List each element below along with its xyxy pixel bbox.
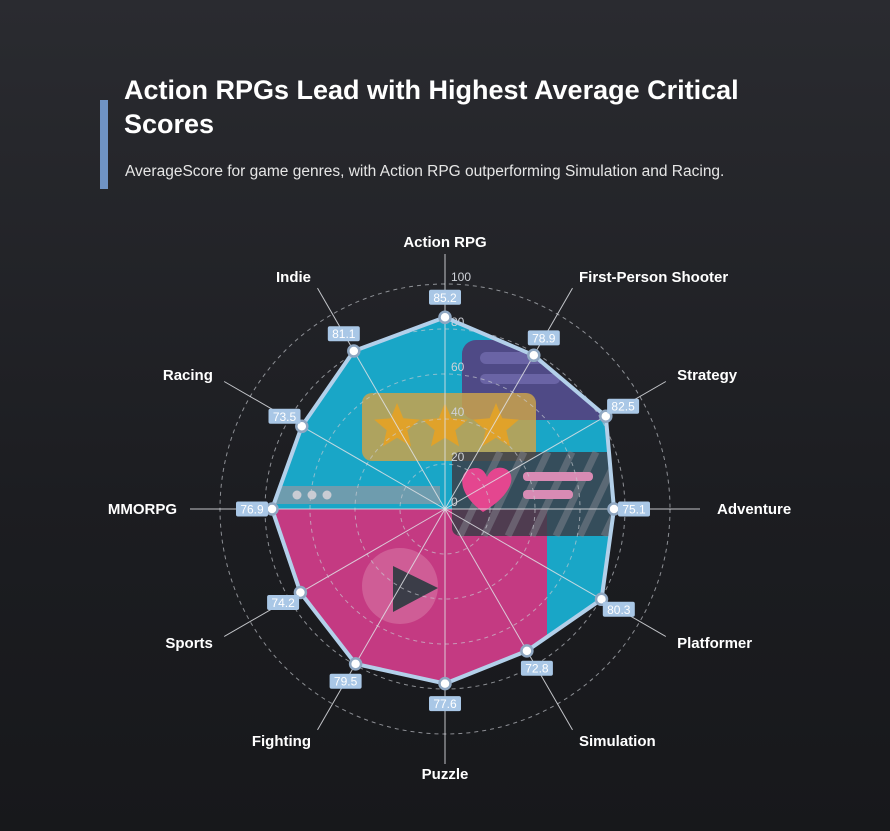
category-label: Fighting [252,733,311,750]
radial-tick-label: 40 [451,405,465,419]
value-label-box [527,330,560,346]
value-label-box [602,601,635,617]
value-label-box [329,673,362,689]
value-label-box [618,501,650,517]
category-label: First-Person Shooter [579,269,728,286]
radial-tick-label: 20 [451,450,465,464]
stripe [628,452,668,536]
message-line [523,490,573,499]
category-label: Puzzle [422,766,469,783]
fill-magenta-bottom [445,509,547,684]
axis-spoke [444,287,573,510]
window-dot [307,490,317,500]
data-point [265,502,279,516]
play-icon [393,566,438,612]
value-label: 75.1 [622,503,646,517]
value-label: 81.1 [332,327,356,341]
data-point [348,657,363,671]
value-label-box [267,595,300,610]
value-label: 79.5 [334,675,358,689]
chart-subtitle: AverageScore for game genres, with Actio… [125,163,725,180]
value-label-box [268,408,301,424]
window-dot [292,490,302,500]
axis-spoke [223,508,446,637]
data-point [347,344,361,358]
data-point [527,348,541,363]
category-label: Simulation [579,733,656,750]
value-label: 78.9 [532,331,556,345]
value-label-box [429,289,461,305]
star-icon [473,403,519,447]
category-label: Platformer [677,635,752,652]
axis-spoke [317,287,446,510]
value-label-box [327,326,360,342]
category-label: Indie [276,269,311,286]
star-icon [374,403,420,447]
value-label: 74.2 [271,596,295,610]
category-label: Action RPG [403,234,486,251]
value-label-box [236,501,268,517]
data-point [520,644,534,658]
category-label: Racing [163,367,213,384]
heart-icon [462,467,512,512]
data-point [607,502,621,516]
chart-title: Action RPGs Lead with Highest Average Cr… [124,75,739,139]
value-label-box [607,398,640,414]
data-point [438,310,452,325]
value-label: 76.9 [240,503,264,517]
window-bar [272,486,440,504]
value-label: 80.3 [607,603,631,617]
value-label: 72.8 [525,662,549,676]
value-label: 77.6 [433,697,457,711]
message-line [523,472,593,481]
radial-tick-label: 60 [451,360,465,374]
value-label-box [520,660,553,676]
value-label: 85.2 [433,291,457,305]
radial-tick-label: 0 [451,495,458,509]
category-label: Sports [165,635,213,652]
axis-spoke [317,508,446,731]
title-accent-bar [100,100,108,189]
window-dot [322,490,332,500]
category-label: Strategy [677,367,738,384]
category-label: MMORPG [108,501,177,518]
category-label: Adventure [717,501,791,518]
axis-spoke [223,381,446,510]
value-label-box [429,696,461,712]
radial-tick-label: 100 [451,270,471,284]
value-label: 82.5 [611,400,635,414]
value-label: 73.5 [273,410,297,424]
axis-spoke [444,508,573,731]
stripe [552,450,600,538]
data-point [438,676,452,691]
